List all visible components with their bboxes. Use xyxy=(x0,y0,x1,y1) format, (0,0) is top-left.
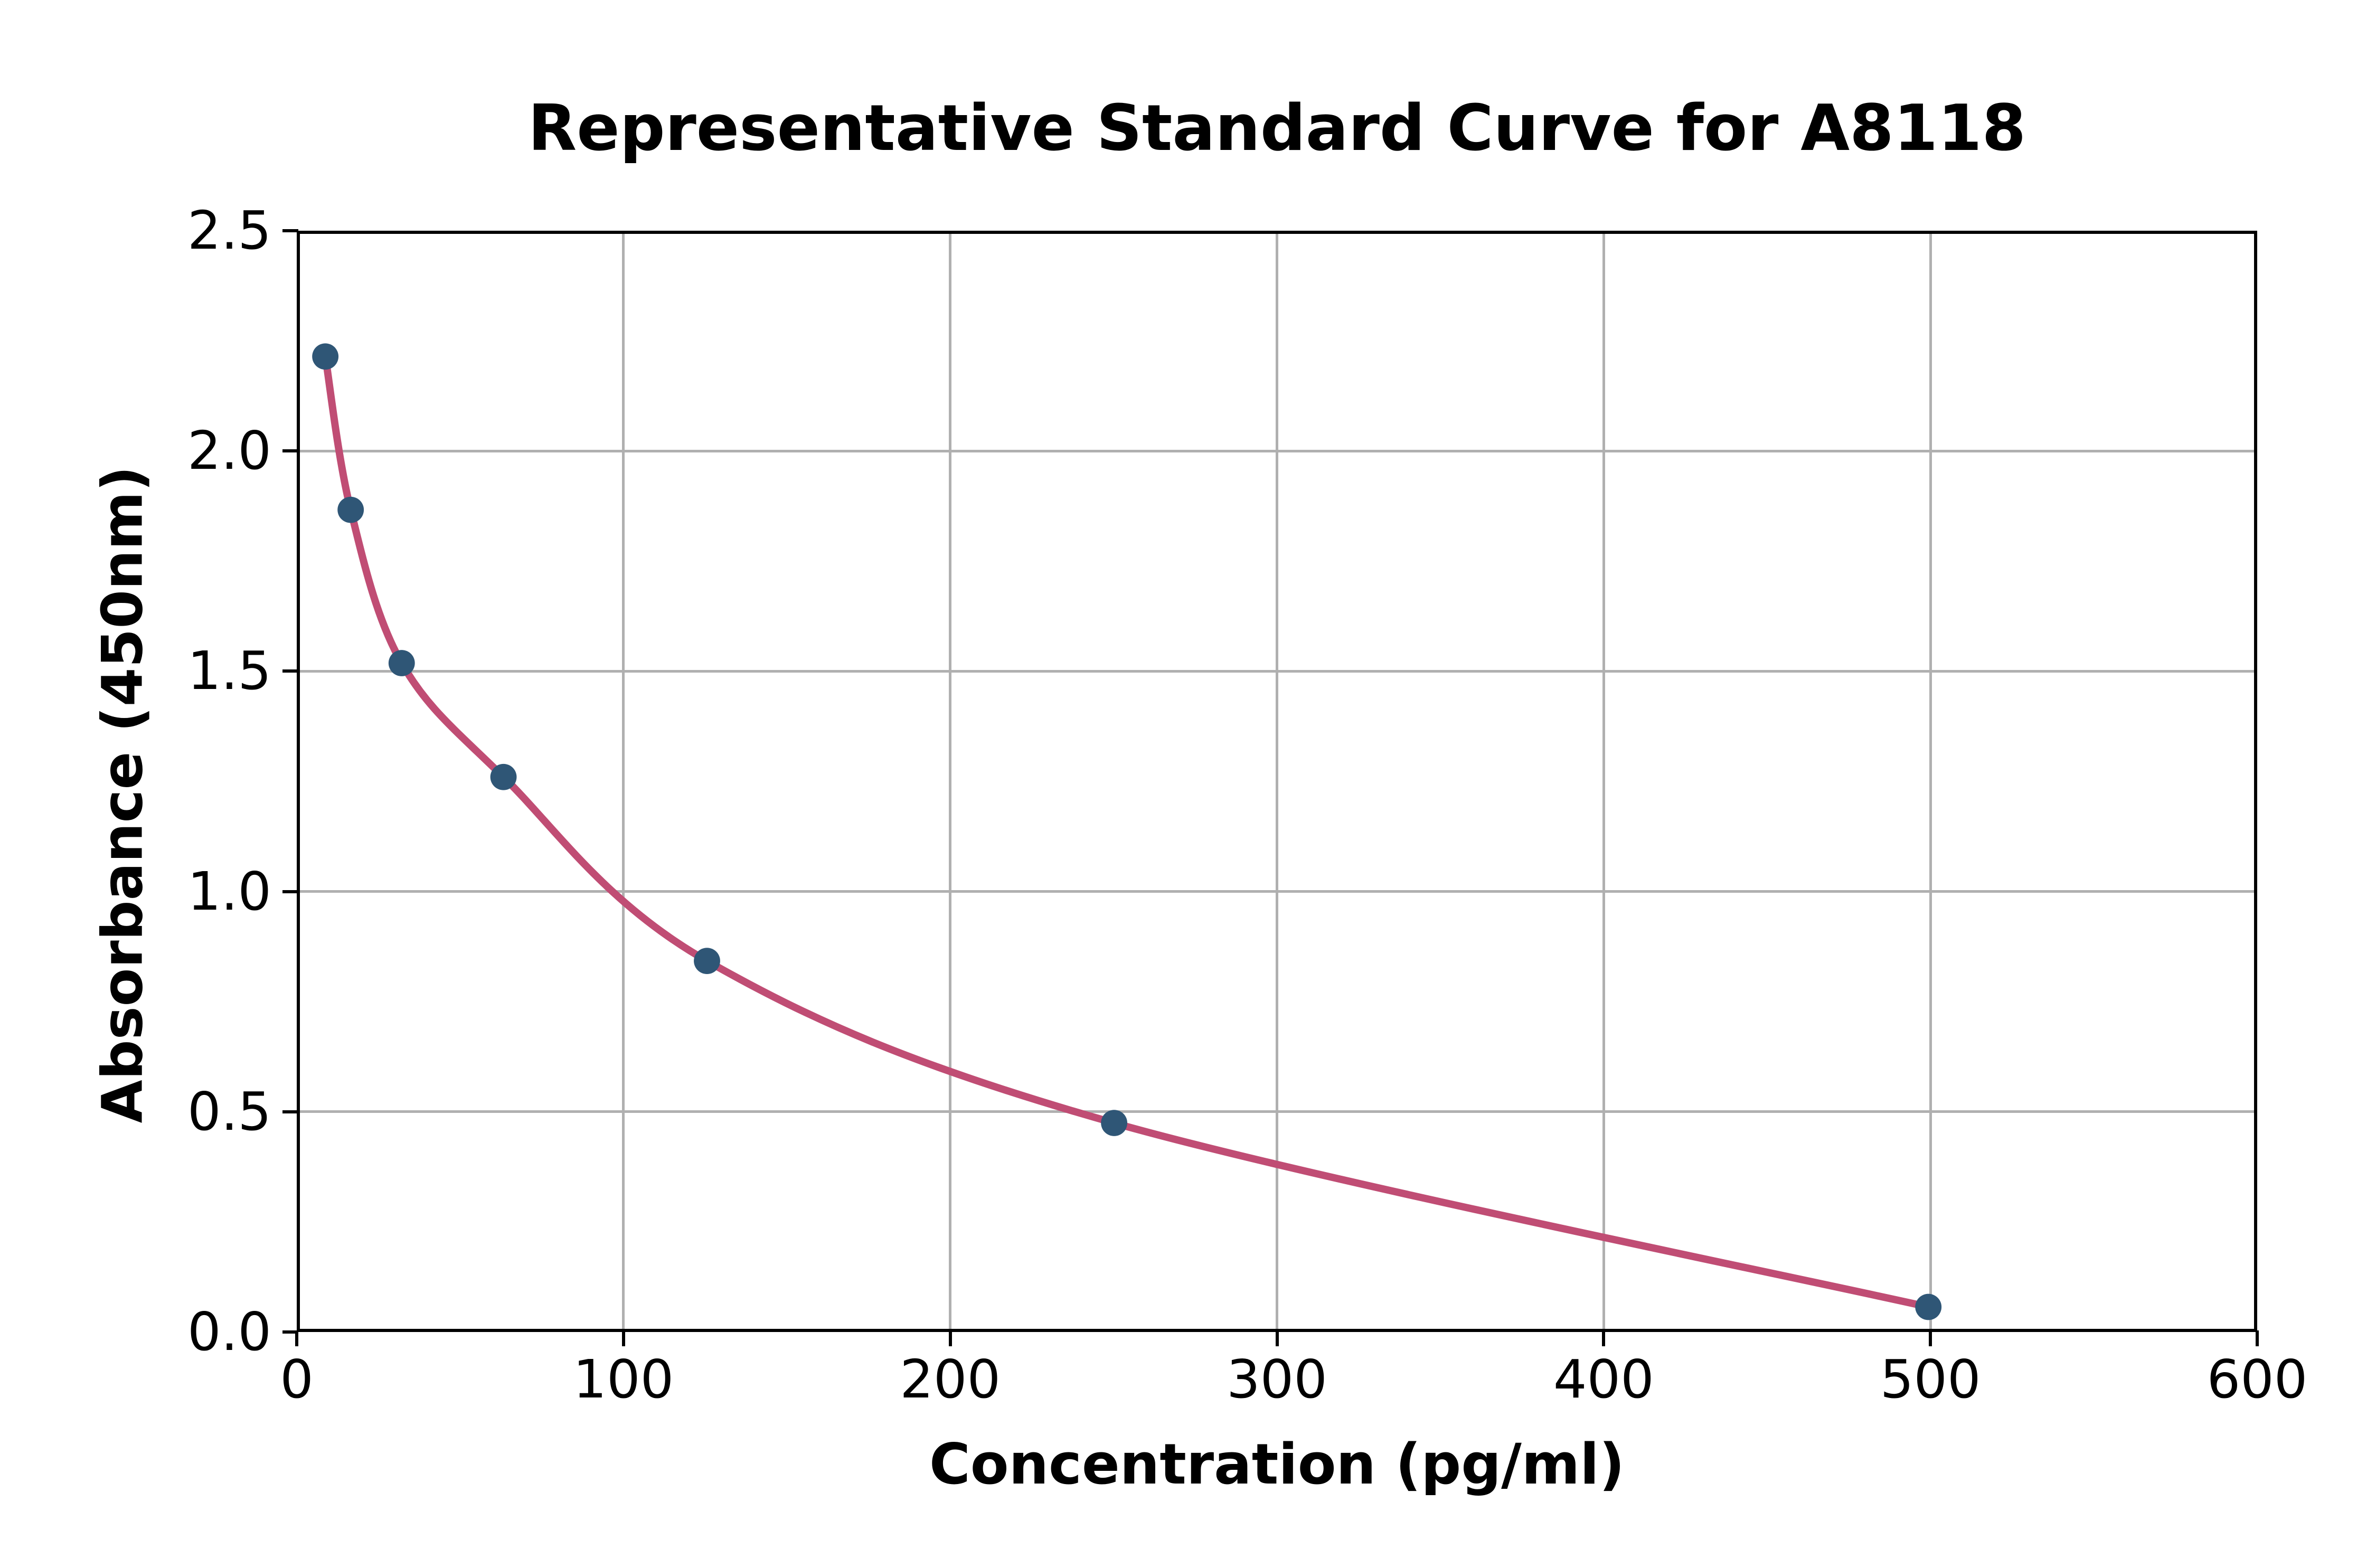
y-tick-label-1: 1.0 xyxy=(187,860,271,922)
y-tick-mark-1 xyxy=(282,890,298,893)
fit-curve-line xyxy=(322,353,1932,1311)
plot-svg xyxy=(312,343,1942,1320)
x-tick-mark-0 xyxy=(295,1330,298,1346)
plot-area xyxy=(297,231,2257,1332)
gridline-y-1.5 xyxy=(300,669,2254,673)
x-tick-mark-300 xyxy=(1275,1330,1279,1346)
gridline-y-0.5 xyxy=(300,1110,2254,1113)
x-tick-label-300: 300 xyxy=(1227,1348,1327,1410)
data-point-7.8 xyxy=(312,343,339,370)
gridline-y-2 xyxy=(300,449,2254,452)
data-point-15.6 xyxy=(337,496,364,523)
y-axis-label: Absorbance (450nm) xyxy=(90,466,155,1123)
data-point-62.5 xyxy=(490,763,517,790)
y-tick-mark-0.5 xyxy=(282,1110,298,1113)
y-tick-mark-2.5 xyxy=(282,229,298,232)
x-tick-label-600: 600 xyxy=(2207,1348,2308,1410)
y-tick-label-2.5: 2.5 xyxy=(187,200,271,261)
x-tick-mark-100 xyxy=(621,1330,625,1346)
gridline-x-400 xyxy=(1602,234,1605,1329)
gridline-y-1 xyxy=(300,890,2254,893)
x-tick-label-0: 0 xyxy=(280,1348,314,1410)
y-tick-label-0.5: 0.5 xyxy=(187,1080,271,1142)
gridline-x-500 xyxy=(1929,234,1932,1329)
data-point-250 xyxy=(1101,1110,1128,1136)
x-tick-label-200: 200 xyxy=(900,1348,1001,1410)
gridline-x-100 xyxy=(622,234,625,1329)
y-tick-label-2: 2.0 xyxy=(187,420,271,482)
chart-title: Representative Standard Curve for A8118 xyxy=(527,92,2026,165)
data-point-31.25 xyxy=(388,650,415,676)
y-tick-label-0: 0.0 xyxy=(187,1301,271,1363)
data-point-125 xyxy=(694,948,720,974)
data-point-500 xyxy=(1915,1293,1942,1320)
x-tick-label-400: 400 xyxy=(1553,1348,1654,1410)
x-tick-mark-600 xyxy=(2256,1330,2259,1346)
y-tick-mark-1.5 xyxy=(282,669,298,673)
x-axis-label: Concentration (pg/ml) xyxy=(929,1432,1625,1497)
x-tick-label-500: 500 xyxy=(1880,1348,1981,1410)
x-tick-mark-200 xyxy=(948,1330,952,1346)
data-points xyxy=(312,343,1942,1320)
x-tick-label-100: 100 xyxy=(573,1348,674,1410)
gridline-x-200 xyxy=(949,234,952,1329)
y-tick-mark-0 xyxy=(282,1330,298,1334)
y-tick-label-1.5: 1.5 xyxy=(187,640,271,702)
y-tick-mark-2 xyxy=(282,449,298,453)
x-tick-mark-500 xyxy=(1929,1330,1932,1346)
gridline-x-300 xyxy=(1276,234,1278,1329)
x-tick-mark-400 xyxy=(1602,1330,1606,1346)
